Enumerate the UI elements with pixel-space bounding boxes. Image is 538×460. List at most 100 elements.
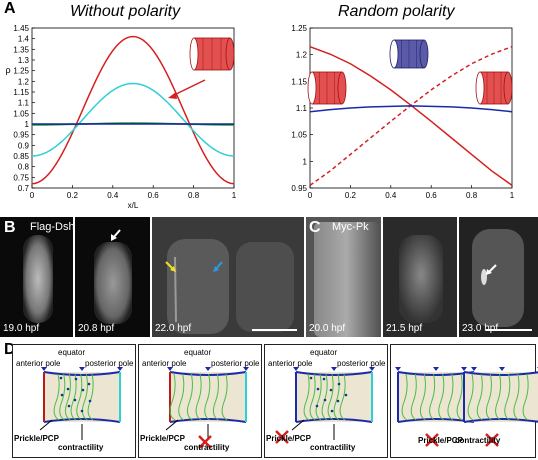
fiber <box>178 373 185 421</box>
granule <box>59 376 63 380</box>
cell-top-edge <box>43 371 121 376</box>
cylinder-end <box>307 71 317 105</box>
d3-equator-label: equator <box>310 348 338 357</box>
cylinder-end <box>225 37 235 71</box>
pole-marker <box>117 367 123 371</box>
arrow-icon <box>111 229 121 241</box>
pole-marker <box>205 367 211 371</box>
granule <box>66 387 70 391</box>
fiber <box>327 373 334 421</box>
granule <box>329 388 333 392</box>
series-line-1 <box>31 82 235 157</box>
time-label-c3: 23.0 hpf <box>462 323 499 334</box>
arrow-icon-blue <box>213 261 223 272</box>
pole-marker <box>41 367 47 371</box>
fiber <box>212 373 219 421</box>
pointer-line <box>39 419 53 431</box>
granule <box>80 409 84 413</box>
pointer-arrow <box>171 79 206 97</box>
time-label-b3: 22.0 hpf <box>155 323 192 334</box>
schematic-drawings <box>39 367 538 449</box>
y-tick-label: 1.15 <box>291 77 307 86</box>
x-tick-label: 0.2 <box>67 191 79 200</box>
y-tick-label: 1.2 <box>296 51 308 60</box>
fiber <box>504 373 511 421</box>
fiber <box>333 373 340 421</box>
pole-marker <box>293 367 299 371</box>
x-tick-label: 0.2 <box>345 191 357 200</box>
fiber <box>309 373 316 421</box>
pointer-line <box>165 419 179 431</box>
cell-image-c1 <box>314 222 379 337</box>
y-tick-label: 0.9 <box>18 141 30 150</box>
d3-prickle-label: Prickle/PCP <box>266 434 311 443</box>
y-tick-label: 1.25 <box>291 24 307 33</box>
cell-image-c2 <box>399 235 443 323</box>
d3-posterior-label: posterior pole <box>337 359 386 368</box>
cylinder-red-right-icon <box>475 71 513 105</box>
granule <box>315 404 319 408</box>
cell-top-edge <box>169 371 247 376</box>
pole-marker <box>167 367 173 371</box>
y-tick-label: 0.75 <box>13 173 29 182</box>
cylinder-end <box>389 39 399 69</box>
pole-marker <box>433 367 439 371</box>
fiber <box>447 373 454 421</box>
micrograph-c2: 21.5 hpf <box>383 217 457 337</box>
cell-body <box>464 372 538 422</box>
panel-letter-a: A <box>4 0 16 17</box>
y-tick-label: 0.95 <box>291 184 307 193</box>
cylinder-blue-icon <box>389 39 429 69</box>
fiber <box>321 373 328 421</box>
time-label-c1: 20.0 hpf <box>309 323 346 334</box>
y-tick-label: 1.4 <box>18 35 30 44</box>
fiber <box>221 373 228 421</box>
granule <box>309 376 313 380</box>
fiber <box>467 373 474 421</box>
d2-posterior-label: posterior pole <box>211 359 260 368</box>
cylinder-red-left-icon <box>307 71 347 105</box>
d2-prickle-label: Prickle/PCP <box>140 434 185 443</box>
x-tick-label: 0.4 <box>107 191 119 200</box>
x-tick-label: 0.8 <box>466 191 478 200</box>
time-label-b1: 19.0 hpf <box>3 323 40 334</box>
granule <box>330 409 334 413</box>
time-label-b2: 20.8 hpf <box>78 323 115 334</box>
y-tick-label: 0.7 <box>18 184 30 193</box>
y-tick-label: 0.95 <box>13 131 29 140</box>
fiber <box>429 373 436 421</box>
series-line-0 <box>31 35 235 185</box>
d4-prickle-label: Prickle/PCP <box>418 436 463 445</box>
cross-icon <box>198 435 212 449</box>
cell-bottom-edge <box>463 418 538 423</box>
granule <box>316 387 320 391</box>
fiber <box>419 373 426 421</box>
fiber <box>339 373 346 421</box>
fiber <box>456 373 463 421</box>
x-tick-label: 0.4 <box>385 191 397 200</box>
cylinder-red-icon <box>189 37 235 71</box>
cylinder-end <box>189 37 199 71</box>
y-tick-label: 1.45 <box>13 24 29 33</box>
x-tick-label: 0 <box>30 191 35 200</box>
panel-a-right-title: Random polarity <box>338 3 455 20</box>
cell-image-b1 <box>23 235 53 323</box>
d3-anterior-label: anterior pole <box>268 359 313 368</box>
fiber <box>303 373 310 421</box>
y-tick-label: 1.1 <box>296 104 308 113</box>
y-tick-label: 1.25 <box>13 67 29 76</box>
chart-without-polarity: 0 0.2 0.4 0.6 0.8 10.70.750.80.850.90.9511.05… <box>5 24 236 210</box>
granule <box>87 382 91 386</box>
fiber <box>76 373 83 421</box>
cylinder-end <box>503 71 513 105</box>
cell-image-b3 <box>165 239 297 334</box>
granule <box>322 377 326 381</box>
cylinder-end <box>337 71 347 105</box>
y-tick-label: 0.85 <box>13 152 29 161</box>
d1-equator-label: equator <box>58 348 86 357</box>
x-tick-label: 0.6 <box>426 191 438 200</box>
x-tick-label: 0.8 <box>188 191 200 200</box>
micrograph-c3: 23.0 hpf <box>459 217 538 337</box>
granule <box>60 393 64 397</box>
fiber <box>169 373 176 421</box>
